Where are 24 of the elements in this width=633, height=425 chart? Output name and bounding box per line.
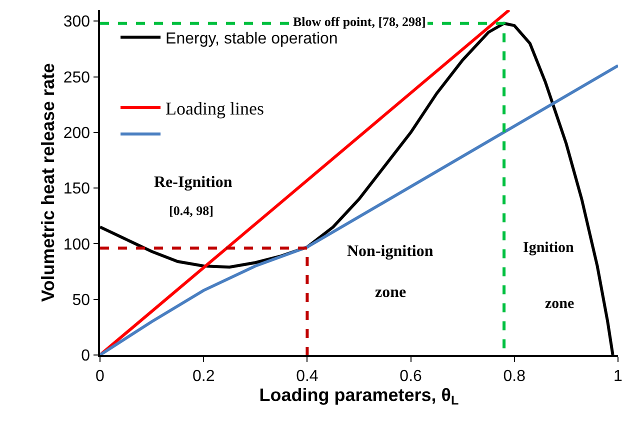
x-tick-label: 1 [614, 368, 623, 385]
y-tick-label: 300 [63, 14, 90, 31]
x-tick-label: 0 [96, 368, 105, 385]
y-tick-label: 100 [63, 236, 90, 254]
legend-label: Loading lines [166, 98, 264, 119]
y-tick-label: 200 [63, 125, 90, 142]
y-axis-title: Volumetric heat release rate [38, 63, 58, 302]
y-tick-label: 250 [63, 69, 90, 86]
annotation: Non-ignition [347, 243, 434, 260]
annotation: Re-Ignition [154, 174, 232, 191]
x-tick-label: 0.8 [503, 368, 526, 385]
y-tick-label: 50 [72, 292, 90, 309]
y-tick-label: 150 [63, 180, 90, 198]
x-tick-label: 0.4 [296, 368, 318, 385]
annotation: zone [545, 296, 574, 312]
y-tick-label: 0 [81, 348, 90, 365]
legend-label: Energy, stable operation [166, 30, 338, 48]
annotation: Ignition [523, 240, 575, 256]
annotation: zone [375, 284, 406, 301]
annotation: [0.4, 98] [169, 203, 214, 218]
annotation: Blow off point, [78, 298] [293, 14, 426, 29]
x-tick-label: 0.6 [400, 368, 422, 385]
x-tick-label: 0.2 [192, 368, 215, 385]
x-axis-title: Loading parameters, θ$_{L}$ [259, 384, 460, 408]
